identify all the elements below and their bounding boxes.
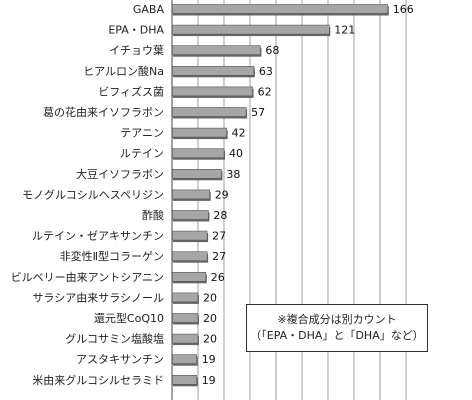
value-label: 28 <box>213 209 227 222</box>
note-line-1: ※複合成分は別カウント <box>277 313 397 326</box>
category-label: ルテイン・ゼアキサンチン <box>32 230 164 243</box>
category-label: GABA <box>133 3 165 16</box>
value-label: 68 <box>265 44 279 57</box>
value-label: 29 <box>215 188 229 201</box>
bar <box>171 251 208 261</box>
value-label: 19 <box>202 353 216 366</box>
bar <box>171 333 199 344</box>
value-label: 63 <box>259 65 273 78</box>
bar <box>171 313 199 323</box>
value-label: 42 <box>232 127 246 140</box>
bar <box>171 148 225 158</box>
value-label: 27 <box>212 230 226 243</box>
value-label: 38 <box>226 168 240 181</box>
category-label: ビフィズス菌 <box>98 84 164 98</box>
value-label: 57 <box>251 106 265 119</box>
category-label: モノグルコシルヘスペリジン <box>22 187 164 201</box>
category-label: グルコサミン塩酸塩 <box>65 332 164 346</box>
bar <box>171 45 261 56</box>
value-label: 20 <box>203 312 217 325</box>
bar <box>171 86 253 97</box>
bar <box>171 107 247 117</box>
note-box: ※複合成分は別カウント （「EPA・DHA」と「DHA」など） <box>246 304 428 352</box>
value-label: 121 <box>334 24 355 37</box>
category-label: 大豆イソフラボン <box>76 167 164 181</box>
value-label: 19 <box>202 374 216 387</box>
bar <box>171 127 227 138</box>
category-label: テアニン <box>120 127 164 140</box>
category-label: EPA・DHA <box>108 24 164 37</box>
value-label: 40 <box>229 147 243 160</box>
category-label: 酢酸 <box>142 208 164 222</box>
value-label: 62 <box>258 85 272 98</box>
bar <box>171 169 222 179</box>
category-label: アスタキサンチン <box>76 353 164 366</box>
bar <box>171 230 208 241</box>
value-label: 20 <box>203 333 217 346</box>
value-label: 26 <box>211 271 225 284</box>
value-label: 20 <box>203 291 217 304</box>
category-label: 還元型CoQ10 <box>94 311 164 325</box>
bar <box>171 374 198 385</box>
category-label: ビルベリー由来アントシアニン <box>11 270 164 284</box>
category-label: イチョウ葉 <box>109 43 164 57</box>
category-label: ヒアルロン酸Na <box>83 64 164 78</box>
bar <box>171 210 209 220</box>
value-label: 27 <box>212 250 226 263</box>
bar <box>171 4 389 14</box>
category-label: 葛の花由来イソフラボン <box>43 105 164 119</box>
category-label: サラシア由来サラシノール <box>32 290 164 304</box>
category-label: ルテイン <box>120 147 164 160</box>
note-line-2: （「EPA・DHA」と「DHA」など） <box>250 329 424 342</box>
bar <box>171 292 199 303</box>
value-label: 166 <box>393 3 414 16</box>
bar <box>171 24 330 35</box>
category-label: 米由来グルコシルセラミド <box>32 373 164 387</box>
bar <box>171 66 255 76</box>
category-label: 非変性Ⅱ型コラーゲン <box>60 249 164 263</box>
bar <box>171 354 198 365</box>
bar <box>171 271 207 282</box>
value-labels: 166 121 68 63 62 57 42 40 38 29 28 27 27 26 20 20 20 19 19 <box>202 3 414 387</box>
bars <box>171 4 389 387</box>
bar <box>171 189 211 200</box>
